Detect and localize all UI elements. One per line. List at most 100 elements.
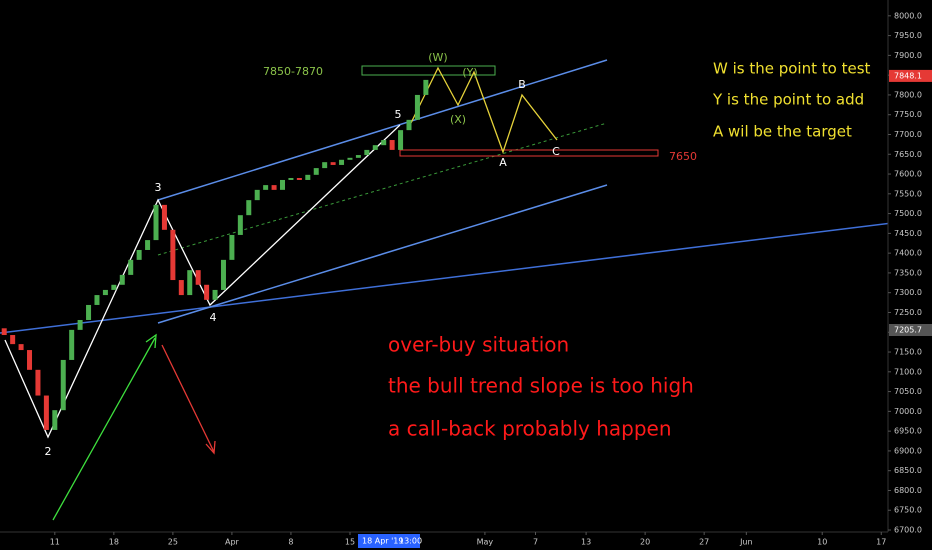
candle-body (313, 168, 319, 175)
candle-body (111, 284, 117, 290)
candle-body (296, 177, 302, 180)
x-tick-label: 10 (817, 538, 827, 547)
candle-body (364, 149, 370, 156)
candle-body (246, 200, 252, 216)
candle-body (237, 215, 243, 235)
plan-text: Y is the point to add (712, 91, 864, 109)
y-tick-label: 6850.0 (894, 466, 922, 475)
candle-body (212, 289, 218, 300)
x-tick-label: 20 (640, 538, 650, 547)
candle-body (339, 159, 345, 165)
support-zone (399, 149, 659, 157)
y-tick-label: 7650.0 (894, 150, 922, 159)
candle-body (18, 344, 24, 351)
x-tick-label: 18 (109, 538, 119, 547)
candle-body (389, 140, 395, 150)
wave-label: (X) (450, 113, 466, 126)
y-tick-label: 7300.0 (894, 288, 922, 297)
candle-body (263, 185, 269, 190)
line-price-box (889, 323, 932, 336)
candle-body (355, 155, 361, 158)
channel-upper (157, 59, 608, 201)
candle-body (145, 240, 151, 250)
candle-body (423, 79, 429, 95)
candle-body (77, 319, 83, 330)
wave-label: A (499, 156, 507, 169)
candle-body (372, 145, 378, 150)
candle-body (128, 259, 134, 275)
candle-body (229, 234, 235, 260)
y-tick-label: 6750.0 (894, 506, 922, 515)
channel-lower (157, 184, 608, 324)
y-tick-label: 7150.0 (894, 348, 922, 357)
y-tick-label: 6700.0 (894, 526, 922, 535)
candle-body (60, 359, 66, 411)
x-tick-label: May (477, 538, 494, 547)
candle-body (35, 369, 41, 396)
x-tick-label: 13 (581, 538, 591, 547)
candle-body (195, 270, 201, 285)
y-tick-label: 7600.0 (894, 170, 922, 179)
crosshair-time: 13:00 (399, 537, 422, 546)
comment-text: over-buy situation (388, 333, 569, 357)
candle-body (347, 157, 353, 160)
candle-body (271, 185, 277, 190)
last-price: 7848.1 (894, 71, 922, 80)
y-tick-label: 7700.0 (894, 130, 922, 139)
y-tick-label: 7000.0 (894, 407, 922, 416)
y-tick-label: 7800.0 (894, 90, 922, 99)
wave-label: (Y) (462, 66, 477, 79)
price-axis (888, 0, 932, 550)
candle-body (254, 189, 260, 201)
candles (1, 79, 429, 430)
y-tick-label: 7100.0 (894, 367, 922, 376)
x-tick-label: 25 (168, 538, 178, 547)
annotations: 7850-7870 (W) (Y) (X) B A C 5 3 4 2 7650… (45, 51, 871, 458)
x-tick-label: 15 (345, 538, 355, 547)
arrow-head (205, 440, 216, 455)
comment-text: the bull trend slope is too high (388, 374, 694, 398)
plan-text: W is the point to test (713, 60, 871, 78)
y-tick-label: 7500.0 (894, 209, 922, 218)
arrow-head (145, 333, 157, 349)
arrow-down (161, 344, 215, 453)
y-tick-label: 6950.0 (894, 427, 922, 436)
wave-label: B (518, 78, 526, 91)
wave-label: 4 (210, 311, 217, 324)
candle-body (1, 328, 7, 336)
wave-label: 5 (395, 108, 402, 121)
y-tick-label: 7350.0 (894, 268, 922, 277)
candle-body (414, 94, 420, 120)
candle-body (220, 259, 226, 290)
last-price-box (889, 69, 932, 82)
arrow-up (52, 337, 156, 521)
candle-body (161, 204, 167, 230)
y-tick-label: 7750.0 (894, 110, 922, 119)
candle-body (69, 329, 75, 360)
target-zone (361, 65, 496, 76)
candle-body (27, 350, 33, 370)
candle-body (406, 119, 412, 131)
candle-body (43, 395, 49, 430)
wave-label: 3 (155, 181, 162, 194)
candle-body (119, 274, 125, 285)
candle-body (322, 162, 328, 169)
y-tick-label: 6800.0 (894, 486, 922, 495)
candle-body (204, 284, 210, 300)
support-label: 7650 (669, 150, 697, 163)
candle-body (52, 410, 58, 430)
candle-body (398, 130, 404, 150)
candle-body (102, 289, 108, 296)
channel-mid (157, 122, 608, 256)
y-tick-label: 7550.0 (894, 189, 922, 198)
y-tick-label: 7450.0 (894, 229, 922, 238)
candle-body (187, 270, 193, 296)
crosshair-box (358, 534, 420, 548)
y-tick-label: 7950.0 (894, 31, 922, 40)
candle-body (330, 162, 336, 165)
crosshair-date: 18 Apr '19 (362, 537, 403, 546)
x-tick-label: Apr (225, 538, 240, 547)
x-tick-label: 8 (288, 538, 293, 547)
candle-body (136, 249, 142, 260)
